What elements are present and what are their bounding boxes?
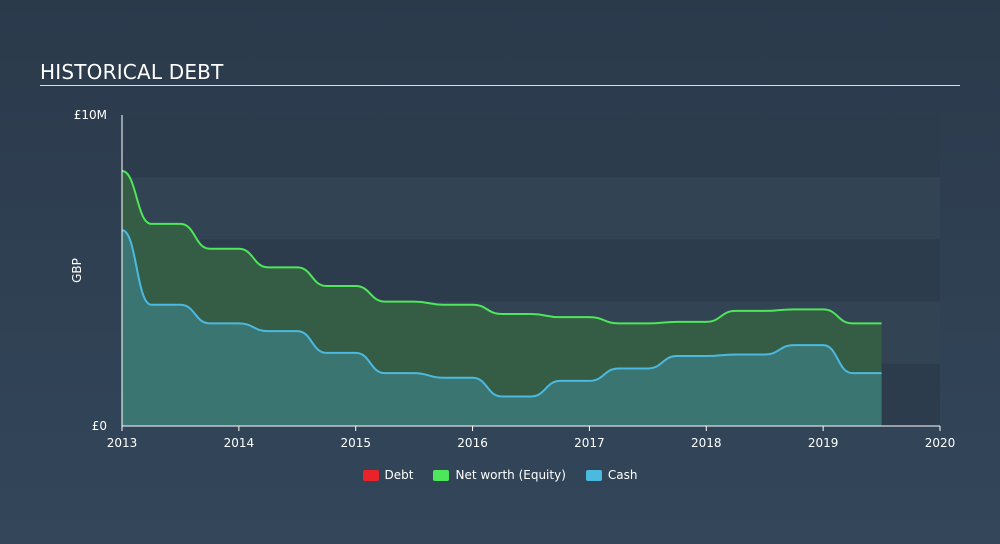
x-tick-label: 2019: [808, 436, 839, 450]
line-equity: [121, 169, 882, 325]
chart-lines: [121, 169, 882, 398]
y-axis-label: GBP: [70, 258, 84, 283]
x-tick-label: 2016: [457, 436, 488, 450]
legend-item-debt[interactable]: Debt: [362, 468, 414, 482]
y-tick-label: £0: [92, 419, 107, 433]
x-tick-label: 2013: [107, 436, 138, 450]
title-divider: [40, 85, 960, 86]
legend-item-cash[interactable]: Cash: [585, 468, 638, 482]
legend-swatch-cash: [585, 469, 602, 481]
x-tick-label: 2018: [691, 436, 722, 450]
chart-legend: Debt Net worth (Equity) Cash: [0, 468, 1000, 482]
chart-labels: 2013 2014 2015 2016 2017 2018 2019 2020 £0 £10M GB…: [70, 108, 955, 450]
chart-areas: [122, 170, 882, 426]
legend-swatch-debt: [362, 469, 379, 481]
area-cash: [122, 230, 882, 426]
chart-axes: [121, 115, 941, 431]
plot-band: [122, 177, 940, 240]
x-tick-label: 2017: [574, 436, 605, 450]
x-tick-label: 2014: [224, 436, 255, 450]
legend-item-equity[interactable]: Net worth (Equity): [433, 468, 566, 482]
chart-title: HISTORICAL DEBT: [40, 60, 224, 84]
x-tick-label: 2015: [340, 436, 371, 450]
legend-swatch-equity: [433, 469, 450, 481]
x-tick-label: 2020: [925, 436, 956, 450]
y-tick-label: £10M: [74, 108, 107, 122]
legend-label-debt: Debt: [384, 468, 414, 482]
plot-band: [122, 115, 940, 178]
legend-label-cash: Cash: [607, 468, 638, 482]
line-cash: [121, 229, 882, 398]
legend-label-equity: Net worth (Equity): [455, 468, 566, 482]
